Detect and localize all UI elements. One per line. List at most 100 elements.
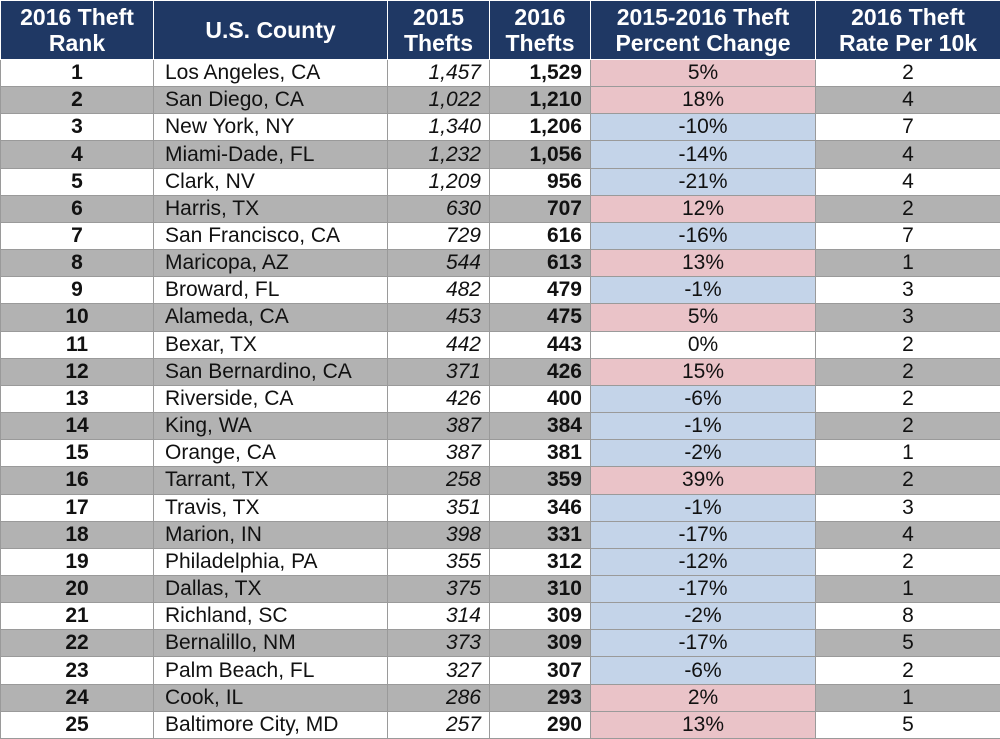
rank-cell: 11 — [0, 330, 154, 359]
county-cell: Clark, NV — [153, 167, 388, 196]
table-row: 19 Philadelphia, PA 355 312 -12% 2 — [0, 547, 1000, 576]
county-cell: Richland, SC — [153, 602, 388, 631]
rank-cell: 15 — [0, 439, 154, 468]
thefts-2016-cell: 331 — [489, 520, 591, 549]
header-percent-change-line-1: 2015-2016 Theft — [616, 4, 790, 30]
percent-change-cell: -2% — [590, 602, 816, 631]
table-row: 8 Maricopa, AZ 544 613 13% 1 — [0, 249, 1000, 278]
theft-rate-cell: 1 — [815, 683, 1000, 712]
county-cell: Cook, IL — [153, 683, 388, 712]
thefts-2015-cell: 442 — [387, 330, 490, 359]
rank-cell: 12 — [0, 357, 154, 386]
percent-change-cell: 15% — [590, 357, 816, 386]
thefts-2015-cell: 286 — [387, 683, 490, 712]
thefts-2016-cell: 616 — [489, 221, 591, 251]
thefts-2016-cell: 1,056 — [489, 140, 591, 169]
percent-change-cell: -6% — [590, 656, 816, 685]
thefts-2015-cell: 258 — [387, 466, 490, 495]
county-cell: Broward, FL — [153, 276, 388, 305]
table-row: 24 Cook, IL 286 293 2% 1 — [0, 683, 1000, 712]
thefts-2016-cell: 1,529 — [489, 58, 591, 88]
rank-cell: 9 — [0, 276, 154, 305]
table-row: 7 San Francisco, CA 729 616 -16% 7 — [0, 221, 1000, 251]
county-cell: New York, NY — [153, 113, 388, 142]
thefts-2015-cell: 729 — [387, 221, 490, 251]
thefts-2016-cell: 1,210 — [489, 86, 591, 115]
county-cell: San Bernardino, CA — [153, 357, 388, 386]
percent-change-cell: 13% — [590, 710, 816, 739]
header-theft-rate-line-1: 2016 Theft — [851, 4, 965, 30]
county-cell: Dallas, TX — [153, 574, 388, 604]
theft-rate-cell: 3 — [815, 276, 1000, 305]
rank-cell: 19 — [0, 547, 154, 576]
theft-rate-cell: 5 — [815, 629, 1000, 658]
theft-rate-cell: 2 — [815, 357, 1000, 386]
table-row: 2 San Diego, CA 1,022 1,210 18% 4 — [0, 86, 1000, 115]
thefts-2016-cell: 613 — [489, 249, 591, 278]
theft-rate-cell: 1 — [815, 574, 1000, 604]
percent-change-cell: 12% — [590, 194, 816, 223]
thefts-2015-cell: 1,457 — [387, 58, 490, 88]
thefts-2015-cell: 375 — [387, 574, 490, 604]
table-row: 22 Bernalillo, NM 373 309 -17% 5 — [0, 629, 1000, 658]
theft-rate-cell: 2 — [815, 656, 1000, 685]
header-percent-change-line-2: Percent Change — [615, 30, 791, 56]
header-rank: 2016 Theft Rank — [0, 0, 154, 60]
table-row: 10 Alameda, CA 453 475 5% 3 — [0, 303, 1000, 332]
theft-rate-cell: 5 — [815, 710, 1000, 739]
theft-rate-cell: 2 — [815, 412, 1000, 441]
header-2015-thefts-line-2: Thefts — [404, 30, 473, 56]
table-row: 11 Bexar, TX 442 443 0% 2 — [0, 330, 1000, 359]
rank-cell: 18 — [0, 520, 154, 549]
thefts-2015-cell: 387 — [387, 439, 490, 468]
thefts-2015-cell: 453 — [387, 303, 490, 332]
header-theft-rate-line-2: Rate Per 10k — [838, 30, 978, 56]
county-cell: Bexar, TX — [153, 330, 388, 359]
rank-cell: 6 — [0, 194, 154, 223]
thefts-2015-cell: 387 — [387, 412, 490, 441]
thefts-2016-cell: 1,206 — [489, 113, 591, 142]
rank-cell: 2 — [0, 86, 154, 115]
rank-cell: 22 — [0, 629, 154, 658]
theft-rate-cell: 4 — [815, 140, 1000, 169]
thefts-2016-cell: 707 — [489, 194, 591, 223]
theft-rate-cell: 2 — [815, 547, 1000, 576]
percent-change-cell: 18% — [590, 86, 816, 115]
percent-change-cell: 2% — [590, 683, 816, 712]
percent-change-cell: -21% — [590, 167, 816, 196]
percent-change-cell: -6% — [590, 384, 816, 414]
table-row: 13 Riverside, CA 426 400 -6% 2 — [0, 384, 1000, 414]
rank-cell: 13 — [0, 384, 154, 414]
theft-rate-cell: 1 — [815, 439, 1000, 468]
rank-cell: 14 — [0, 412, 154, 441]
rank-cell: 24 — [0, 683, 154, 712]
thefts-2016-cell: 384 — [489, 412, 591, 441]
theft-rate-cell: 1 — [815, 249, 1000, 278]
theft-rate-cell: 2 — [815, 384, 1000, 414]
header-2016-thefts: 2016 Thefts — [489, 0, 591, 60]
header-rank-line-1: 2016 Theft — [20, 4, 134, 30]
table-row: 5 Clark, NV 1,209 956 -21% 4 — [0, 167, 1000, 196]
table-row: 12 San Bernardino, CA 371 426 15% 2 — [0, 357, 1000, 386]
county-cell: Los Angeles, CA — [153, 58, 388, 88]
rank-cell: 23 — [0, 656, 154, 685]
county-cell: Travis, TX — [153, 493, 388, 522]
percent-change-cell: -17% — [590, 574, 816, 604]
rank-cell: 10 — [0, 303, 154, 332]
thefts-2016-cell: 479 — [489, 276, 591, 305]
thefts-2015-cell: 355 — [387, 547, 490, 576]
percent-change-cell: 0% — [590, 330, 816, 359]
rank-cell: 21 — [0, 602, 154, 631]
percent-change-cell: -17% — [590, 629, 816, 658]
county-cell: Alameda, CA — [153, 303, 388, 332]
thefts-2015-cell: 630 — [387, 194, 490, 223]
header-2016-thefts-line-1: 2016 — [514, 4, 566, 30]
rank-cell: 7 — [0, 221, 154, 251]
table-header: 2016 Theft Rank U.S. County 2015 Thefts … — [0, 0, 1000, 60]
thefts-2015-cell: 544 — [387, 249, 490, 278]
theft-rate-cell: 4 — [815, 86, 1000, 115]
header-rank-line-2: Rank — [48, 30, 106, 56]
thefts-2015-cell: 1,209 — [387, 167, 490, 196]
county-cell: Philadelphia, PA — [153, 547, 388, 576]
rank-cell: 16 — [0, 466, 154, 495]
